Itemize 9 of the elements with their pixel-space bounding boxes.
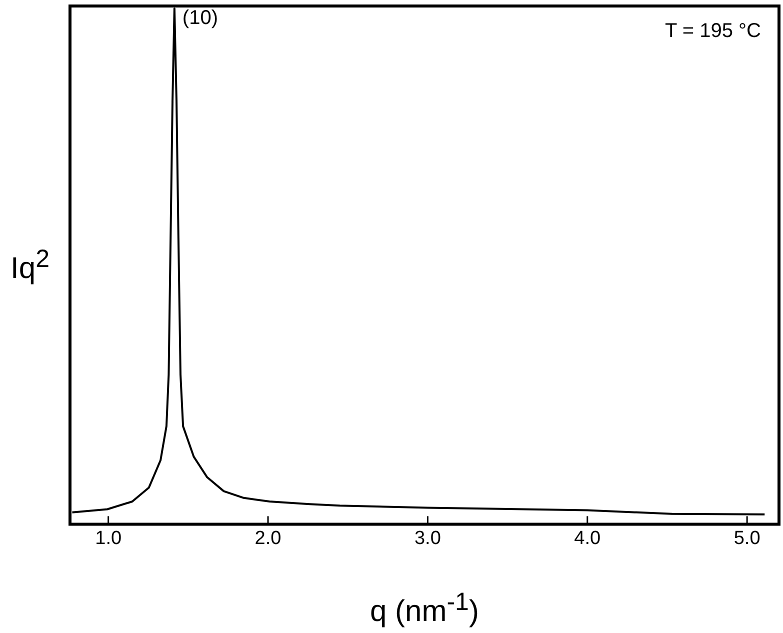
- annotation: T = 195 °C: [664, 20, 761, 43]
- x-tick-label: 4.0: [574, 528, 601, 549]
- x-tick-label: 3.0: [414, 528, 441, 549]
- annotation: (10): [182, 7, 218, 30]
- x-tick-label: 2.0: [254, 528, 282, 549]
- x-tick-label: 5.0: [734, 528, 760, 549]
- x-tick-label: 1.0: [95, 528, 122, 549]
- y-axis-title: Iq$^{2}$: [10, 245, 50, 286]
- x-axis-title: q (nm$^{-1}$): [369, 588, 480, 629]
